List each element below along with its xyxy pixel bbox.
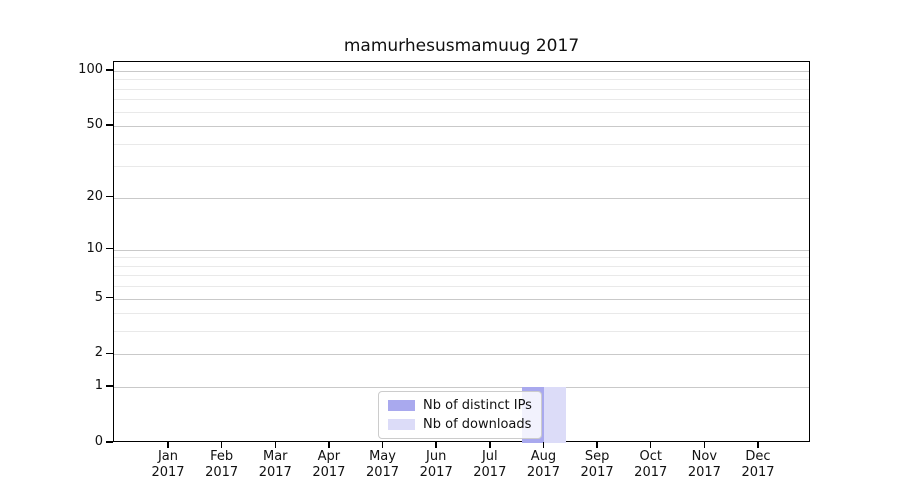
x-tick-label-may: May 2017 (351, 449, 415, 481)
x-tick-label-year: 2017 (258, 465, 292, 480)
x-tick-mark (596, 442, 598, 448)
gridline-major-50 (114, 126, 809, 128)
x-tick-label-year: 2017 (580, 465, 614, 480)
x-tick-label-month: Jan (157, 449, 179, 464)
x-tick-label-year: 2017 (205, 465, 239, 480)
chart-title: mamurhesusmamuug 2017 (343, 36, 580, 56)
x-tick-mark (328, 442, 330, 448)
x-tick-label-sep: Sep 2017 (565, 449, 629, 481)
y-tick-mark (106, 248, 113, 250)
x-tick-label-nov: Nov 2017 (672, 449, 736, 481)
gridline-minor-90 (114, 79, 809, 81)
y-tick-label-20: 20 (86, 188, 103, 204)
gridline-major-1 (114, 387, 809, 389)
legend-item-label: Nb of distinct IPs (423, 398, 532, 413)
x-tick-label-aug: Aug 2017 (511, 449, 575, 481)
x-tick-label-month: Nov (691, 449, 718, 464)
gridline-minor-70 (114, 99, 809, 101)
x-tick-mark (489, 442, 491, 448)
x-tick-mark (274, 442, 276, 448)
y-tick-label-10: 10 (86, 240, 103, 256)
x-tick-label-jan: Jan 2017 (136, 449, 200, 481)
x-tick-label-jul: Jul 2017 (458, 449, 522, 481)
gridline-minor-30 (114, 166, 809, 168)
gridline-minor-80 (114, 88, 809, 90)
x-tick-label-year: 2017 (687, 465, 721, 480)
gridline-major-20 (114, 197, 809, 199)
legend-swatch-nb-of-downloads (388, 419, 415, 430)
x-tick-label-year: 2017 (473, 465, 507, 480)
x-tick-label-month: Mar (263, 449, 288, 464)
x-tick-label-oct: Oct 2017 (619, 449, 683, 481)
x-tick-label-apr: Apr 2017 (297, 449, 361, 481)
y-tick-mark (106, 352, 113, 355)
gridline-minor-8 (114, 265, 809, 267)
gridline-major-5 (114, 298, 809, 300)
x-tick-label-month: Sep (584, 449, 610, 464)
gridline-minor-40 (114, 143, 809, 145)
y-tick-mark (106, 124, 113, 126)
x-tick-mark (381, 442, 384, 448)
y-tick-label-0: 0 (94, 434, 103, 449)
plot-area (113, 61, 810, 443)
legend-item-label: Nb of downloads (423, 417, 532, 432)
x-tick-label-dec: Dec 2017 (726, 449, 790, 481)
x-tick-mark (220, 442, 223, 448)
y-tick-mark (106, 385, 113, 387)
x-tick-label-month: Apr (317, 449, 341, 464)
gridline-major-100 (114, 71, 809, 73)
legend-item: Nb of downloads (388, 417, 532, 432)
chart-legend: Nb of distinct IPs Nb of downloads (378, 391, 542, 439)
x-tick-label-month: Aug (530, 449, 557, 464)
x-tick-mark (650, 442, 652, 448)
y-tick-mark (106, 195, 113, 198)
gridline-minor-60 (114, 111, 809, 113)
x-tick-label-month: Dec (745, 449, 771, 464)
bar-nb-of-downloads-aug (544, 387, 567, 443)
x-tick-label-year: 2017 (419, 465, 453, 480)
x-tick-label-year: 2017 (312, 465, 346, 480)
x-tick-mark (167, 442, 169, 448)
x-tick-label-month: Oct (639, 449, 662, 464)
x-tick-label-month: Feb (210, 449, 234, 464)
x-tick-label-year: 2017 (365, 465, 400, 480)
x-tick-mark (542, 442, 545, 448)
x-tick-mark (757, 442, 759, 448)
x-tick-label-year: 2017 (151, 465, 185, 480)
x-tick-label-jun: Jun 2017 (404, 449, 468, 481)
x-tick-label-year: 2017 (741, 465, 775, 480)
x-tick-label-year: 2017 (634, 465, 668, 480)
y-tick-mark (106, 441, 113, 443)
gridline-minor-7 (114, 275, 809, 277)
legend-swatch-nb-of-distinct-ips (388, 400, 415, 411)
gridline-major-10 (114, 249, 809, 251)
y-tick-label-5: 5 (94, 289, 103, 305)
legend-item: Nb of distinct IPs (388, 398, 532, 413)
x-tick-mark (435, 442, 437, 448)
x-tick-mark (703, 442, 706, 448)
y-tick-mark (106, 296, 113, 299)
y-tick-label-50: 50 (86, 117, 103, 133)
gridline-major-2 (114, 354, 809, 356)
gridline-minor-6 (114, 286, 809, 288)
x-tick-label-feb: Feb 2017 (190, 449, 254, 481)
x-tick-label-month: Jul (481, 449, 498, 464)
x-tick-label-mar: Mar 2017 (243, 449, 307, 481)
x-tick-label-month: Jun (426, 449, 447, 464)
gridline-minor-9 (114, 257, 809, 259)
y-tick-label-1: 1 (94, 378, 103, 394)
x-tick-label-month: May (369, 449, 396, 464)
x-tick-label-year: 2017 (526, 465, 560, 480)
gridline-minor-4 (114, 313, 809, 315)
y-tick-mark (106, 69, 113, 71)
gridline-minor-3 (114, 331, 809, 333)
y-tick-label-100: 100 (78, 62, 103, 78)
y-tick-label-2: 2 (94, 345, 103, 361)
